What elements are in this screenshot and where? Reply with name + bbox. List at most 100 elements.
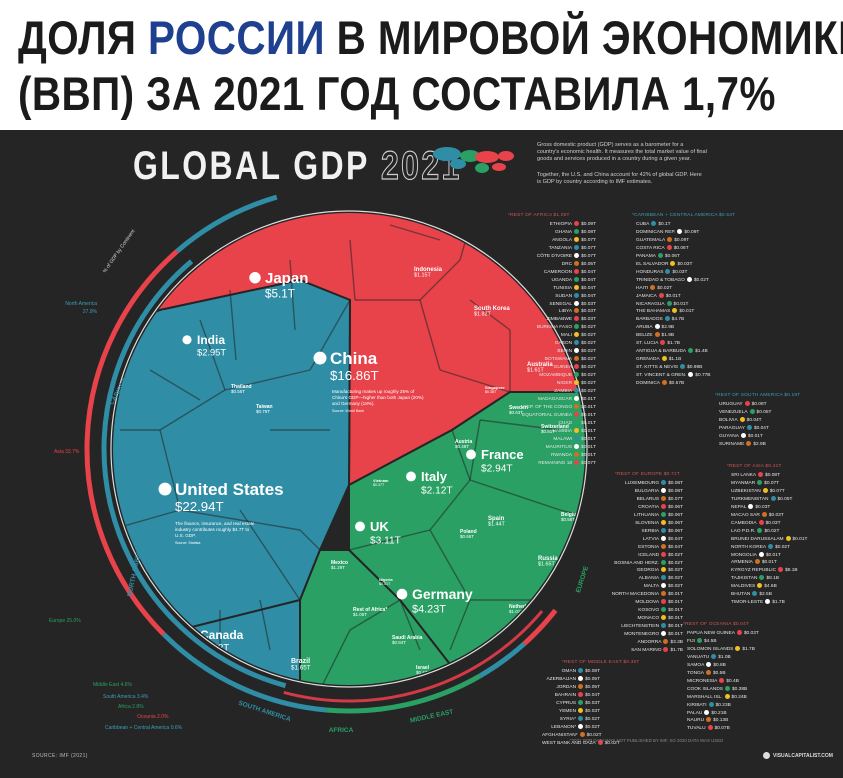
country-gdp-value: $0.01T [581,444,596,450]
side-list-row: ANGOLA $0.07T [488,236,596,244]
region-label: NORTH AMERICA [126,542,144,598]
side-list-row: BELARUS $0.07T [595,495,683,503]
country-gdp-value: $0.06T [668,504,683,510]
country-gdp-value: $0.08T [581,229,596,235]
cell-border [199,319,226,391]
side-list-row: SRI LANKA $0.08T [731,472,780,479]
country-gdp-value: $0.01T [747,433,763,439]
country-name: MONGOLIA [731,552,757,558]
country-gdp-value: $8.1B [766,576,780,582]
flag-icon [574,221,580,226]
russia-label: Russia [538,556,558,562]
flag-icon [757,479,763,485]
flag-icon [574,387,580,393]
side-list-row: MOZAMBIQUE $0.02T [488,372,596,379]
headline-line-1: ДОЛЯ РОССИИ В МИРОВОЙ ЭКОНОМИКЕ [18,14,843,61]
side-list-row: SAMOA $0.8B [687,661,726,669]
indonesia-value: $1.15T [414,273,431,279]
side-list-row: URUGUAY $0.06T [719,401,767,408]
side-list-row: TUNISIA $0.04T [488,284,596,292]
flag-icon [749,408,755,414]
spain-label: Spain [488,516,505,522]
side-list-row: EQUATORIAL GUINEA $0.01T [488,411,596,419]
intro-paragraph: Gross domestic product (GDP) serves as a… [537,142,707,162]
flag-icon [574,300,580,306]
side-list-row: PARAGUAY $0.04T [719,424,769,432]
footnote: *2021 GDP DATA WAS NOT PUBLISHED BY IMF,… [570,738,724,743]
title-text: GLOBAL GDP [133,144,370,188]
side-list-row: MICRONESIA $0.4B [687,677,739,685]
country-gdp-value: $0.03T [585,700,600,706]
germany-label: Germany [412,586,473,602]
side-list-heading: *REST OF SOUTH AMERICA $0.19T [715,393,801,398]
country-gdp-value: $0.01T [668,632,683,638]
side-list-row: ANTIGUA & BARBUDA $1.4B [636,348,708,355]
country-name: SERBIA [641,528,660,534]
country-name: MALTA [643,584,660,590]
taiwan-value: $0.79T [256,409,270,414]
country-name: ARUBA [636,325,653,331]
side-list-row: MACAO SAR $0.03T [731,511,784,519]
flag-icon [661,519,667,525]
side-list-row: DOMINICA $0.57B [636,380,684,387]
flag-icon [578,699,584,705]
side-list-row: BAHRAIN $0.04T [542,691,600,699]
country-name: KOSOVO [638,608,660,614]
country-gdp-value: $0.06T [668,512,683,518]
arc-north-america-top [175,194,278,254]
cell-border [419,259,461,301]
country-gdp-value: $0.02T [581,388,596,394]
country-name: CAMEROON [543,269,573,275]
country-name: MALDIVES [731,584,756,590]
germany-value: $4.23T [412,603,446,615]
country-gdp-value: $0.02T [668,576,683,582]
flag-icon [770,495,776,501]
country-name: SAN MARINO [631,647,662,653]
flag-icon [574,427,580,433]
india-flag-icon [182,335,192,345]
side-list-row: BURKINA FASO $0.02T [488,324,596,331]
country-name: RWANDA [551,452,573,458]
country-gdp-value: $0.08T [668,481,683,486]
country-gdp-value: $0.98B [687,365,703,371]
side-list-row: AFGHANISTAN* $0.02T [542,731,602,739]
side-list-row: UGANDA $0.04T [488,276,596,284]
mexico-value: $1.29T [331,565,345,570]
side-list-row: ST. KITTS & NEVIS $0.98B [636,364,702,371]
side-list-row: ZIMBABWE $0.03T [488,316,596,323]
flag-icon [667,236,673,242]
cell-border [299,529,321,551]
cell-border [469,419,481,481]
flag-icon [578,683,584,689]
country-name: LUXEMBOURG [624,481,660,486]
country-name: CHAD [558,420,573,426]
side-list-row: OMAN $0.08T [542,668,600,675]
country-gdp-value: $0.05T [585,684,600,690]
country-gdp-value: $0.13B [713,718,729,724]
flag-icon [663,639,669,644]
continent-share-label: Middle East 4.6% [93,682,132,688]
country-name: BOTSWANA [544,357,573,363]
side-list-row: ST. LUCIA $1.7B [636,340,680,347]
side-list-row: RWANDA $0.01T [488,451,596,459]
side-list-row: TURKMENISTAN $0.05T [731,495,793,503]
flag-icon [578,715,584,721]
country-name: COSTA RICA [636,245,665,251]
side-list-row: BRUNEI DARUSSALAM $0.01T [731,535,807,543]
flag-icon [658,292,664,298]
country-name: ST. VINCENT & GREN. [636,373,687,379]
side-list-row: NORTH MACEDONIA $0.01T [595,591,683,598]
cell-border [179,509,301,531]
flag-icon [748,503,754,509]
country-name: VANUATU [687,654,710,660]
china-label: China [330,349,378,368]
flag-icon [707,725,713,731]
vietnam-label: Vietnam [373,478,389,483]
france-value: $2.94T [481,463,513,474]
country-gdp-value: $0.05T [777,496,793,502]
poland-value: $0.66T [460,534,474,539]
continent-share-label: Asia 33.7% [54,449,80,455]
country-name: TURKMENISTAN [731,496,769,502]
japan-value: $5.1T [265,287,295,300]
side-list-row: GUINEA $0.02T [488,364,596,371]
